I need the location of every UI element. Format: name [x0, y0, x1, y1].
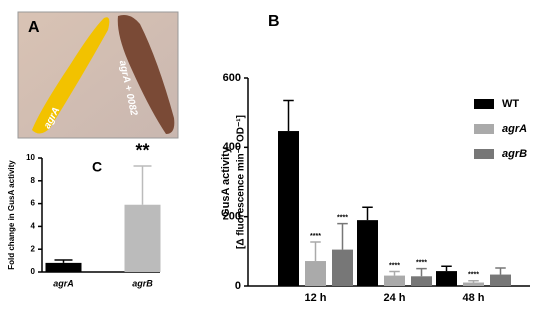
error-bar: [283, 99, 294, 132]
panel-label: A: [28, 19, 40, 36]
y-tick-label: 4: [31, 222, 36, 231]
error-bar: [389, 270, 400, 276]
y-tick-label: 0: [31, 267, 36, 276]
y-tick-label: 2: [31, 244, 36, 253]
y-axis-label: Fold change in GusA activity: [7, 160, 16, 270]
legend-label: agrB: [502, 148, 527, 160]
y-tick-label: 200: [223, 211, 241, 223]
y-axis-label: [Δ fluorescence min⁻¹ OD⁻¹]: [236, 115, 247, 249]
error-bar: [495, 267, 506, 275]
error-bar: [468, 280, 479, 283]
bar: [384, 275, 405, 286]
error-bar: [362, 206, 373, 221]
bar: [124, 204, 161, 272]
error-bar: [441, 265, 452, 272]
significance-label: **: [135, 141, 149, 161]
x-tick-label: 24 h: [383, 292, 405, 304]
bar: [411, 276, 432, 286]
y-axis-label: GusA activity: [220, 146, 232, 217]
bar: [436, 271, 457, 286]
yellow-streak: [32, 17, 110, 134]
y-tick-label: 0: [235, 280, 241, 292]
bar: [463, 282, 484, 286]
y-tick-label: 600: [223, 72, 241, 84]
panel-label: B: [268, 13, 280, 30]
bar: [305, 261, 326, 286]
significance-label: ****: [337, 214, 348, 221]
y-tick-label: 10: [26, 153, 35, 162]
significance-label: ****: [468, 272, 479, 279]
legend-label: agrA: [502, 123, 527, 135]
photo-panel: A agrA agrA + 0082: [17, 11, 179, 139]
error-bar: [416, 267, 427, 277]
y-tick-label: 8: [31, 176, 36, 185]
significance-label: ****: [389, 262, 400, 269]
legend-label: WT: [502, 98, 519, 110]
error-bar: [133, 165, 152, 205]
bar: [332, 249, 353, 286]
x-tick-label: agrA: [53, 278, 74, 288]
bar: [278, 131, 299, 286]
error-bar: [54, 259, 73, 263]
bar: [357, 220, 378, 286]
x-tick-label: agrB: [132, 278, 153, 288]
bar: [490, 274, 511, 286]
bar: [45, 262, 82, 272]
error-bar: [337, 222, 348, 250]
error-bar: [310, 241, 321, 262]
y-tick-label: 400: [223, 141, 241, 153]
significance-label: ****: [310, 233, 321, 240]
legend-swatch: [474, 124, 494, 134]
x-tick-label: 48 h: [462, 292, 484, 304]
significance-label: ****: [416, 260, 427, 267]
legend-swatch: [474, 99, 494, 109]
x-tick-label: 12 h: [304, 292, 326, 304]
y-tick-label: 6: [31, 199, 36, 208]
panel-label: C: [92, 159, 102, 175]
brown-streak: [117, 15, 175, 134]
legend-swatch: [474, 149, 494, 159]
